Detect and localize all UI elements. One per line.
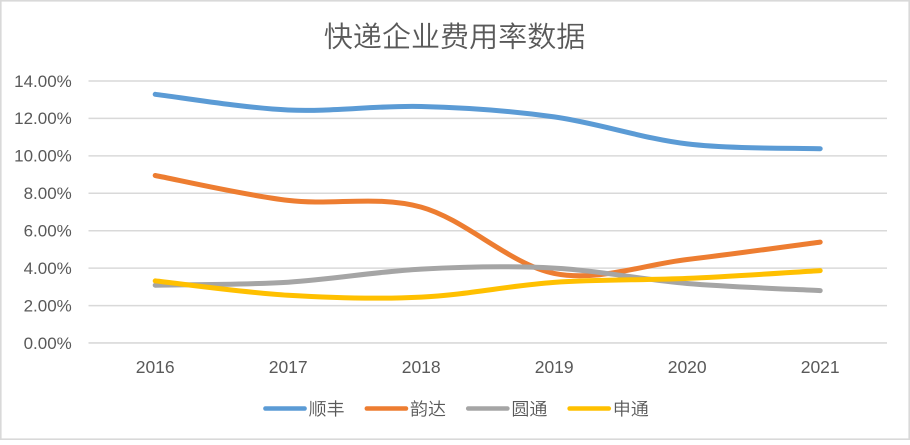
svg-text:2019: 2019	[535, 357, 574, 377]
svg-text:2016: 2016	[136, 357, 175, 377]
svg-text:4.00%: 4.00%	[24, 259, 72, 278]
svg-text:10.00%: 10.00%	[14, 147, 72, 166]
svg-text:14.00%: 14.00%	[14, 72, 72, 91]
svg-text:12.00%: 12.00%	[14, 109, 72, 128]
svg-text:6.00%: 6.00%	[24, 222, 72, 241]
svg-text:8.00%: 8.00%	[24, 184, 72, 203]
svg-text:0.00%: 0.00%	[24, 334, 72, 353]
svg-text:2018: 2018	[402, 357, 441, 377]
svg-text:2020: 2020	[668, 357, 707, 377]
svg-text:2021: 2021	[801, 357, 840, 377]
svg-text:2017: 2017	[269, 357, 308, 377]
svg-text:2.00%: 2.00%	[24, 296, 72, 315]
